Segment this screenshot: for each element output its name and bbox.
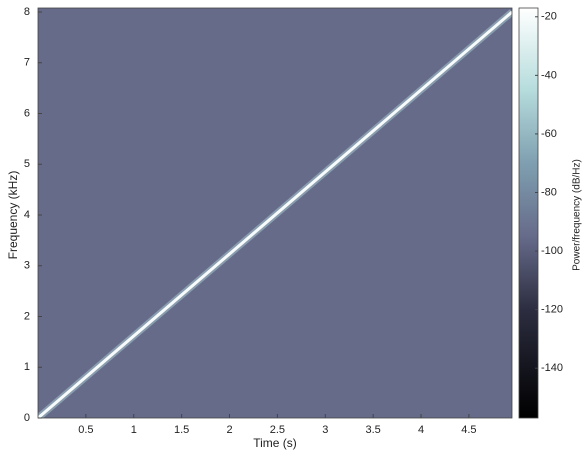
- colorbar-label: Power/frequency (dB/Hz): [572, 159, 583, 271]
- colorbar-tick-label: -80: [541, 186, 557, 198]
- y-tick-label: 2: [24, 310, 30, 322]
- colorbar-tick-label: -20: [541, 11, 557, 23]
- colorbar-tick-label: -120: [541, 304, 563, 316]
- x-tick-label: 0.5: [78, 424, 93, 436]
- colorbar: [519, 8, 538, 418]
- y-tick-label: 3: [24, 260, 30, 272]
- colorbar-tick-label: -40: [541, 69, 557, 81]
- x-tick-label: 2: [226, 424, 232, 436]
- x-tick-label: 3: [322, 424, 328, 436]
- y-tick-label: 0: [24, 412, 30, 424]
- x-tick-label: 4.5: [461, 424, 476, 436]
- x-tick-label: 2.5: [270, 424, 285, 436]
- y-tick-label: 7: [24, 57, 30, 69]
- x-tick-label: 1: [131, 424, 137, 436]
- y-tick-label: 6: [24, 107, 30, 119]
- colorbar-tick-label: -100: [541, 245, 563, 257]
- colorbar-tick-label: -60: [541, 128, 557, 140]
- colorbar-tick-label: -140: [541, 362, 563, 374]
- x-axis-label: Time (s): [253, 436, 297, 450]
- y-tick-label: 8: [24, 6, 30, 18]
- y-tick-label: 1: [24, 361, 30, 373]
- y-tick-label: 5: [24, 158, 30, 170]
- x-tick-label: 4: [418, 424, 424, 436]
- y-tick-label: 4: [24, 209, 30, 221]
- y-axis-label: Frequency (kHz): [6, 171, 20, 260]
- x-tick-label: 1.5: [174, 424, 189, 436]
- x-tick-label: 3.5: [366, 424, 381, 436]
